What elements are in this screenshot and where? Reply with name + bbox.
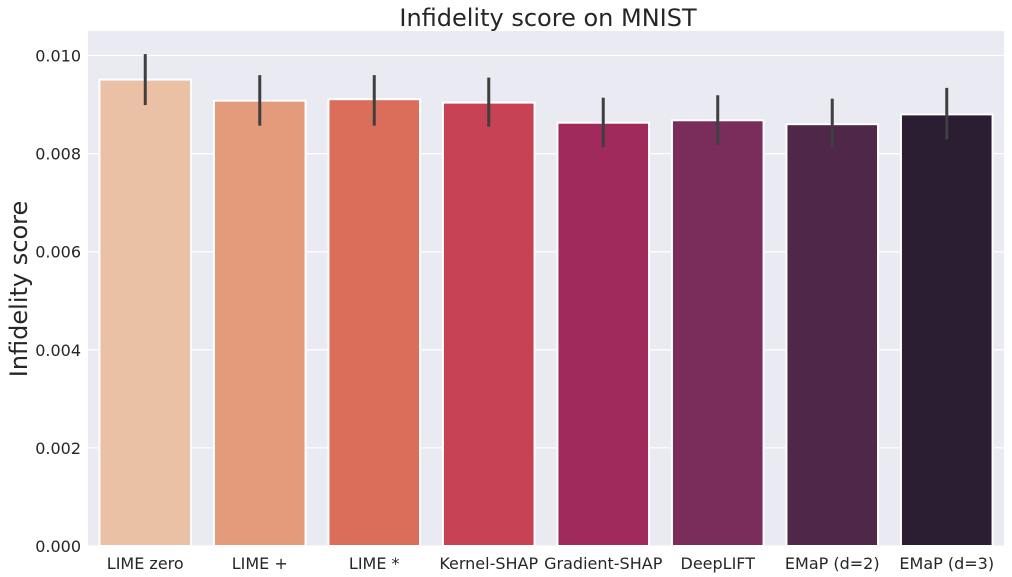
x-tick-label: EMaP (d=2) (785, 554, 880, 573)
y-tick-label: 0.000 (35, 537, 81, 556)
y-tick-label: 0.002 (35, 439, 81, 458)
bars (98, 78, 994, 548)
y-tick-label: 0.006 (35, 243, 81, 262)
bar (98, 78, 193, 548)
bar (327, 98, 422, 548)
error-bars (143, 54, 949, 149)
x-tick-label: DeepLIFT (681, 554, 756, 573)
bar (556, 121, 651, 547)
x-tick-label: Gradient-SHAP (544, 554, 663, 573)
x-tick-label: LIME + (232, 554, 288, 573)
x-tick-label: LIME * (349, 554, 400, 573)
x-tick-label: LIME zero (107, 554, 184, 573)
bar (785, 123, 880, 547)
x-tick-label: Kernel-SHAP (439, 554, 538, 573)
y-axis-label: Infidelity score (5, 201, 33, 377)
x-tick-labels: LIME zero LIME + LIME * Kernel-SHAP Gradient… (107, 554, 994, 573)
chart-title: Infidelity score on MNIST (399, 4, 697, 32)
x-tick-label: EMaP (d=3) (899, 554, 994, 573)
y-tick-label: 0.010 (35, 47, 81, 66)
bar (670, 119, 765, 548)
bar (899, 113, 994, 547)
y-tick-labels: 0.000 0.002 0.004 0.006 0.008 0.010 (35, 47, 81, 556)
bar (441, 101, 536, 547)
y-tick-label: 0.004 (35, 341, 81, 360)
bar (212, 99, 307, 548)
y-tick-label: 0.008 (35, 145, 81, 164)
